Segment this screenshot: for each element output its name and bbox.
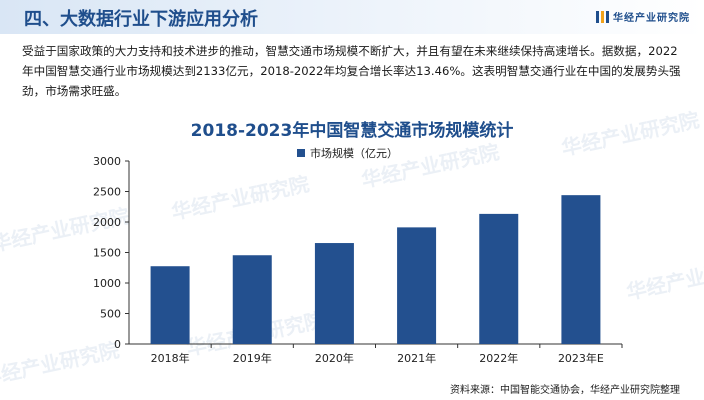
x-tick-label: 2020年 (315, 351, 354, 365)
x-tick-label: 2023年E (558, 351, 604, 365)
y-tick-label: 2500 (93, 186, 121, 199)
y-tick-label: 1500 (93, 247, 121, 260)
section-title: 四、大数据行业下游应用分析 (24, 9, 258, 30)
bar (397, 227, 437, 344)
y-tick-label: 3000 (93, 155, 121, 168)
bar (479, 213, 519, 344)
brand-logo-icon (596, 10, 609, 23)
bar (232, 255, 272, 344)
x-tick-label: 2021年 (397, 351, 436, 365)
legend-swatch (297, 149, 305, 157)
y-tick-label: 0 (114, 338, 121, 351)
x-tick-label: 2022年 (479, 351, 518, 365)
y-tick-label: 500 (100, 308, 121, 321)
chart-legend: 市场规模（亿元） (297, 145, 398, 161)
section-header: 四、大数据行业下游应用分析 华经产业研究院 (0, 0, 704, 34)
x-tick-label: 2019年 (233, 351, 272, 365)
legend-label: 市场规模（亿元） (310, 147, 398, 160)
source-note: 资料来源：中国智能交通协会，华经产业研究院整理 (450, 385, 680, 396)
bar (314, 243, 354, 344)
y-tick-label: 2000 (93, 216, 121, 229)
brand-name: 华经产业研究院 (613, 13, 690, 24)
bar (150, 266, 190, 344)
intro-paragraph: 受益于国家政策的大力支持和技术进步的推动，智慧交通市场规模不断扩大，并且有望在未… (22, 44, 681, 98)
chart-title: 2018-2023年中国智慧交通市场规模统计 (190, 121, 514, 141)
brand: 华经产业研究院 (596, 9, 690, 24)
y-tick-label: 1000 (93, 277, 121, 290)
x-tick-label: 2018年 (151, 351, 190, 365)
bar (561, 195, 601, 344)
